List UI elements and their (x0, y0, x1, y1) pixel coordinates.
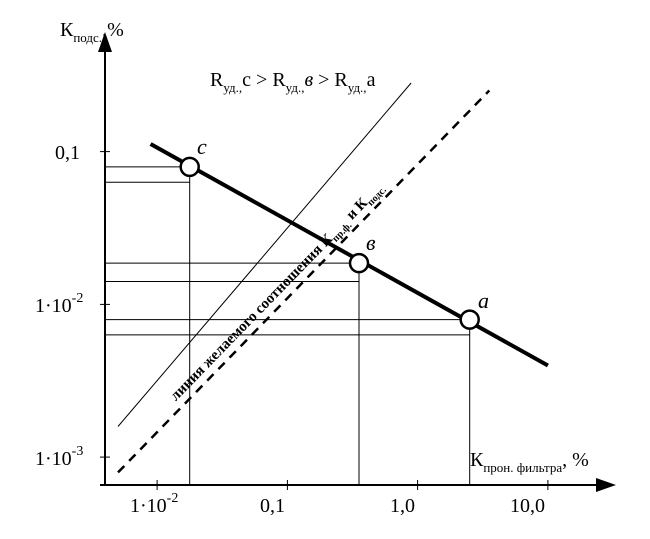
xtick-10p0: 10,0 (510, 495, 545, 517)
svg-text:Кпрон. фильтра, %: Кпрон. фильтра, % (470, 449, 589, 475)
ytick-1e-2-prefix: 1·10 (35, 295, 72, 317)
svg-text:1·10-3: 1·10-3 (35, 444, 83, 470)
svg-text:в: в (366, 230, 376, 255)
point-c: c (181, 134, 207, 176)
y-label-sub: подс. (73, 30, 102, 45)
point-a: a (461, 288, 489, 329)
svg-text:c: c (197, 134, 207, 159)
xtick-1p0: 1,0 (390, 495, 415, 517)
svg-text:1·10-2: 1·10-2 (130, 491, 178, 517)
svg-text:линия желаемого соотношения Кп: линия желаемого соотношения Кпр.ф. и Кпо… (167, 179, 389, 407)
x-axis-label: Кпрон. фильтра, % (470, 449, 589, 475)
y-ticks: 0,1 1·10-2 1·10-3 (35, 142, 110, 470)
svg-text:Rуд.,c > Rуд.,в: Rуд.,c > Rуд.,в > Rуд.,a (210, 69, 376, 95)
main-bold-line (151, 144, 548, 366)
y-label-unit: ,% (102, 19, 124, 41)
x-label-unit: , % (562, 449, 589, 471)
y-axis-label: Кподс.,% (60, 19, 124, 45)
xtick-0p1: 0,1 (260, 495, 285, 517)
dashed-label-text: линия желаемого соотношения К (167, 231, 336, 404)
dashed-line-label: линия желаемого соотношения Кпр.ф. и Кпо… (167, 179, 389, 407)
helper-lines (105, 167, 470, 485)
xtick-1e-2-prefix: 1·10 (130, 495, 167, 517)
xtick-1e-2-exp: -2 (167, 491, 179, 506)
x-label-sub: прон. фильтра (483, 460, 562, 475)
svg-text:Кподс.,%: Кподс.,% (60, 19, 124, 45)
inequality-text: Rуд.,c > Rуд.,в > Rуд.,a (210, 69, 376, 95)
ytick-1e-2-exp: -2 (72, 291, 84, 306)
ytick-1e-3-prefix: 1·10 (35, 448, 72, 470)
x-label-main: К (470, 449, 484, 471)
ytick-0p1: 0,1 (55, 142, 80, 164)
svg-text:a: a (478, 288, 489, 313)
svg-text:1·10-2: 1·10-2 (35, 291, 83, 317)
y-label-main: К (60, 19, 74, 41)
ytick-1e-3-exp: -3 (72, 444, 84, 459)
